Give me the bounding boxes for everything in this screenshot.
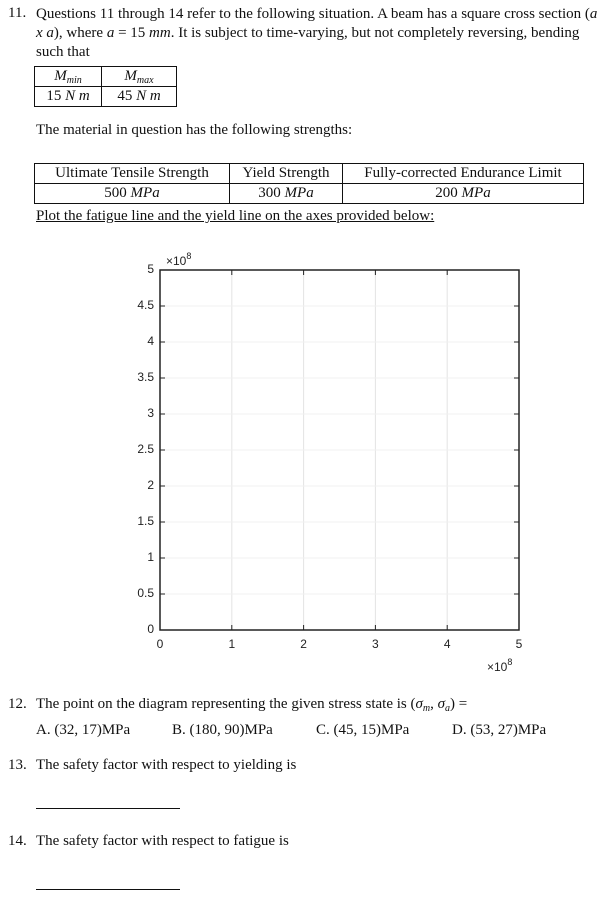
subscript: min	[66, 75, 82, 86]
subscript: m	[422, 703, 431, 714]
text: . It is subject to time-varying, but not…	[36, 25, 580, 60]
y-tick-label: 2	[147, 478, 154, 492]
y-tick-label: 5	[147, 262, 154, 276]
question-number: 11.	[8, 5, 27, 21]
y-tick-label: 4.5	[137, 298, 154, 312]
question-text: The safety factor with respect to yieldi…	[36, 757, 297, 773]
math: mm	[149, 25, 171, 41]
symbol: M	[124, 68, 137, 84]
text: ,	[430, 696, 438, 712]
value: 15	[46, 88, 62, 104]
answer-blank	[36, 889, 180, 890]
question-number: 12.	[8, 696, 27, 712]
math: σ	[415, 696, 423, 712]
option: C. (45, 15)MPa	[316, 722, 410, 738]
unit: MPa	[461, 185, 491, 201]
math: σ	[437, 696, 446, 712]
subscript: a	[445, 703, 451, 714]
multiplier-exponent: 8	[186, 251, 191, 261]
unit: MPa	[130, 185, 160, 201]
x-multiplier: ×108	[487, 657, 512, 674]
x-tick-label: 0	[157, 637, 164, 651]
chart: ×108 ×108 0 1 2 3 4 500.511.522.533.544.55	[137, 251, 523, 674]
header: Fully-corrected Endurance Limit	[342, 163, 584, 184]
multiplier-exponent: 8	[507, 657, 512, 667]
value: 300	[258, 185, 281, 201]
multiplier-base: ×10	[487, 660, 508, 674]
question-text: Questions 11 through 14 refer to the fol…	[36, 5, 598, 62]
y-tick-label: 3	[147, 406, 154, 420]
x-tick-label: 1	[228, 637, 235, 651]
text: The point on the diagram representing th…	[36, 696, 416, 712]
header: Yield Strength	[229, 163, 343, 184]
y-tick-label: 4	[147, 334, 154, 348]
text: Questions 11 through 14 refer to the fol…	[36, 6, 590, 22]
symbol: M	[54, 68, 67, 84]
x-tick-label: 2	[300, 637, 307, 651]
x-tick-label: 5	[516, 637, 523, 651]
multiplier-base: ×10	[166, 254, 187, 268]
option: D. (53, 27)MPa	[452, 722, 547, 738]
answer-blank	[36, 808, 180, 809]
math: a x a	[36, 6, 598, 41]
value: 45	[117, 88, 133, 104]
text: ) =	[450, 696, 468, 712]
question-text: The safety factor with respect to fatigu…	[36, 833, 289, 849]
plot-instruction: Plot the fatigue line and the yield line…	[36, 208, 435, 224]
y-tick-label: 0	[147, 622, 154, 636]
text: = 15	[114, 25, 150, 41]
question-number: 13.	[8, 757, 27, 773]
unit: N m	[65, 88, 90, 104]
math: a	[106, 25, 115, 41]
text: ), where	[53, 25, 107, 41]
header: Ultimate Tensile Strength	[34, 163, 230, 184]
x-tick-label: 3	[372, 637, 379, 651]
axes-box	[159, 269, 520, 631]
question-text: The point on the diagram representing th…	[36, 696, 468, 714]
y-tick-label: 1	[147, 550, 154, 564]
question-number: 14.	[8, 833, 27, 849]
y-tick-label: 3.5	[137, 370, 154, 384]
unit: N m	[136, 88, 161, 104]
strength-table: Ultimate Tensile Strength Yield Strength…	[34, 163, 584, 204]
y-multiplier: ×108	[166, 251, 191, 268]
option: B. (180, 90)MPa	[172, 722, 273, 738]
unit: MPa	[284, 185, 314, 201]
material-text: The material in question has the followi…	[36, 122, 353, 138]
moment-table: Mmin Mmax 15 N m 45 N m	[34, 66, 177, 107]
y-tick-label: 0.5	[137, 586, 154, 600]
y-tick-label: 2.5	[137, 442, 154, 456]
subscript: max	[136, 75, 154, 86]
value: 500	[104, 185, 127, 201]
value: 200	[435, 185, 458, 201]
x-tick-label: 4	[444, 637, 451, 651]
option: A. (32, 17)MPa	[36, 722, 131, 738]
y-tick-label: 1.5	[137, 514, 154, 528]
